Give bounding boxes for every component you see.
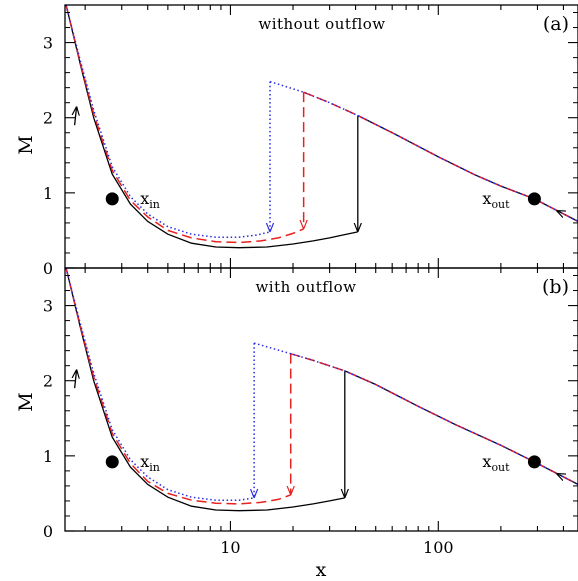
x-axis-title: x xyxy=(316,559,327,581)
panel-b-label-x-in: xin xyxy=(140,452,160,474)
panel-a-outer-direction-arrow xyxy=(556,211,558,212)
panel-a-dotted-supersonic-branch xyxy=(269,80,578,223)
panel-b-x-tick-label: 10 xyxy=(220,538,240,557)
panel-b-label-x-out: xout xyxy=(482,452,510,474)
panel-a-solid-subsonic-branch xyxy=(65,5,358,249)
panel-a-dashed-supersonic-branch xyxy=(303,91,578,223)
panel-b-dotted-subsonic-branch xyxy=(65,268,255,501)
panel-b-inflow-direction-arrow xyxy=(75,369,77,389)
panel-b-letter: (b) xyxy=(542,276,569,298)
panel-a-dashed-subsonic-branch xyxy=(65,5,304,244)
panel-b-dotted-supersonic-branch xyxy=(253,342,578,486)
panel-b-solid-subsonic-branch xyxy=(65,268,345,512)
panel-a: 0 1 2 3 without outflow (a) M xin xout xyxy=(15,4,578,278)
panel-a-y-tick-label: 0 xyxy=(43,259,53,278)
panel-a-frame xyxy=(64,4,578,269)
panel-a-inflow-direction-arrow xyxy=(75,106,77,126)
panel-a-critical-point-out xyxy=(527,192,541,206)
panel-b-y-tick-label: 1 xyxy=(43,447,53,466)
panel-b: 0 1 2 3 10 100 with outflow (b) M xin xout xyxy=(15,267,578,557)
panel-b-curves xyxy=(65,268,578,512)
panel-b-y-tick-label: 3 xyxy=(43,297,53,316)
panel-a-y-tick-label: 1 xyxy=(43,184,53,203)
panel-a-y-tick-label: 3 xyxy=(43,34,53,53)
panel-b-frame xyxy=(64,267,578,532)
panel-a-label-x-in: xin xyxy=(140,189,160,211)
panel-b-y-tick-label: 0 xyxy=(43,522,53,541)
panel-a-letter: (a) xyxy=(543,13,569,35)
panel-b-outer-direction-arrow xyxy=(556,474,558,475)
panel-a-curves xyxy=(65,5,578,249)
panel-a-label-x-out: xout xyxy=(482,189,510,211)
panel-a-ylabel: M xyxy=(15,135,37,154)
panel-a-title: without outflow xyxy=(258,15,385,33)
panel-a-critical-point-in xyxy=(105,192,119,206)
panel-b-ylabel: M xyxy=(15,392,37,411)
panel-b-title: with outflow xyxy=(255,278,356,296)
panel-b-annotations: xin xout xyxy=(105,452,541,474)
panel-a-dotted-subsonic-branch xyxy=(65,5,271,238)
panel-b-critical-point-in xyxy=(105,455,119,469)
panel-b-x-tick-label: 100 xyxy=(423,538,454,557)
panel-b-critical-point-out xyxy=(527,455,541,469)
panel-b-axes: 0 1 2 3 10 100 xyxy=(43,267,578,557)
panel-a-y-tick-label: 2 xyxy=(43,109,53,128)
panel-a-axes: 0 1 2 3 xyxy=(43,4,578,278)
panel-b-dashed-subsonic-branch xyxy=(65,268,291,505)
panel-a-annotations: xin xout xyxy=(105,189,541,211)
panel-b-y-tick-label: 2 xyxy=(43,372,53,391)
